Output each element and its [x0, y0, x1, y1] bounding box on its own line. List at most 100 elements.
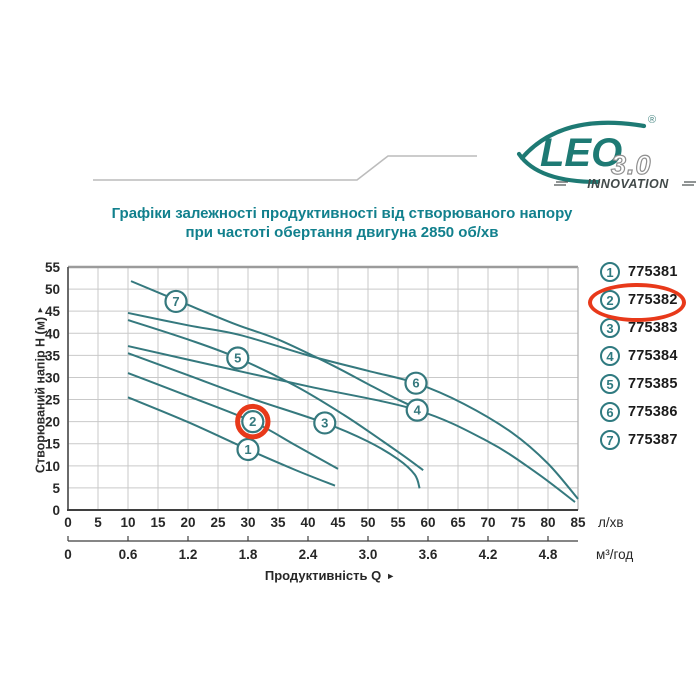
pump-curves: [127, 280, 579, 503]
logo-swoosh-top: [519, 120, 647, 161]
svg-text:1.2: 1.2: [179, 547, 198, 562]
legend-row-775381: 1 775381: [600, 258, 678, 286]
svg-text:60: 60: [420, 515, 435, 530]
grid-lines: [68, 267, 578, 510]
svg-text:15: 15: [150, 515, 166, 530]
svg-text:40: 40: [45, 326, 60, 341]
legend-row-775384: 4 775384: [600, 342, 678, 370]
svg-text:0.6: 0.6: [119, 547, 138, 562]
curve-label-number-775384: 4: [414, 403, 422, 418]
svg-text:20: 20: [45, 415, 60, 430]
legend-row-775387: 7 775387: [600, 426, 678, 454]
svg-text:30: 30: [240, 515, 255, 530]
curve-775382: [127, 372, 339, 470]
letterhead-divider-line: [93, 155, 477, 181]
svg-text:40: 40: [300, 515, 315, 530]
x-axis-primary-units: л/хв: [598, 515, 624, 530]
curve-775384: [127, 345, 576, 503]
svg-text:15: 15: [45, 437, 61, 452]
y-axis-title: Створюваний напір H (м) ►: [34, 284, 51, 496]
x-axis-title: Продуктивність Q ►: [265, 568, 395, 583]
svg-text:35: 35: [45, 348, 61, 363]
x-axis-secondary-scale: 0 0.6 1.2 1.8 2.4 3.0 3.6 4.2 4.8 м³/год: [64, 536, 633, 562]
legend-number-circle: 5: [600, 374, 620, 394]
svg-text:5: 5: [52, 481, 60, 496]
svg-text:45: 45: [45, 304, 61, 319]
svg-text:0: 0: [64, 515, 72, 530]
svg-text:3.0: 3.0: [359, 547, 378, 562]
curve-label-circle-775386: [404, 371, 428, 395]
legend-model-number: 775383: [628, 320, 678, 336]
logo-brand-text: LEO: [540, 131, 622, 175]
svg-text:0: 0: [64, 547, 72, 562]
svg-text:10: 10: [45, 459, 60, 474]
legend-row-775383: 3 775383: [600, 314, 678, 342]
model-legend: 1 775381 2 775382 3 775383 4 775384 5 775385 6 7753…: [588, 258, 686, 454]
svg-text:80: 80: [540, 515, 555, 530]
svg-text:0: 0: [52, 503, 60, 518]
svg-text:75: 75: [510, 515, 526, 530]
svg-text:70: 70: [480, 515, 495, 530]
curve-775383: [127, 352, 421, 489]
curve-775386: [127, 311, 579, 500]
legend-number-circle: 6: [600, 402, 620, 422]
legend-number-circle: 3: [600, 318, 620, 338]
y-axis-arrow-icon: ►: [35, 305, 45, 314]
legend-number-circle: 2: [600, 290, 620, 310]
legend-row-775386: 6 775386: [600, 398, 678, 426]
legend-number-circle: 7: [600, 430, 620, 450]
x-axis-secondary-units: м³/год: [596, 547, 633, 562]
svg-text:10: 10: [120, 515, 135, 530]
svg-text:45: 45: [330, 515, 346, 530]
x-axis-primary-tick-labels: 0 5 10 15 20 25 30 35 40 45 50 55 60 65 70 75 80 85 л/хв: [64, 515, 623, 530]
highlight-ring-775382: [235, 403, 271, 440]
axes: [67, 265, 579, 511]
svg-text:85: 85: [570, 515, 586, 530]
legend-row-775385: 5 775385: [600, 370, 678, 398]
legend-model-number: 775382: [628, 292, 678, 308]
svg-text:50: 50: [360, 515, 375, 530]
curve-label-number-775386: 6: [412, 376, 419, 391]
legend-number-circle: 4: [600, 346, 620, 366]
svg-text:35: 35: [270, 515, 286, 530]
svg-text:2.4: 2.4: [299, 547, 318, 562]
svg-text:65: 65: [450, 515, 466, 530]
svg-text:3.6: 3.6: [419, 547, 438, 562]
curve-label-circle-775387: [164, 289, 188, 314]
svg-text:25: 25: [210, 515, 226, 530]
logo-version-text: 3.0: [611, 150, 652, 180]
curve-label-number-775381: 1: [244, 442, 251, 457]
svg-text:50: 50: [45, 282, 60, 297]
legend-model-number: 775384: [628, 348, 678, 364]
logo-registered-mark: ®: [648, 114, 656, 126]
chart-title-line1: Графіки залежності продуктивності від ст…: [111, 205, 573, 222]
svg-text:20: 20: [180, 515, 195, 530]
legend-row-775382: 2 775382: [600, 286, 678, 314]
svg-text:55: 55: [45, 260, 61, 275]
svg-text:5: 5: [94, 515, 102, 530]
curve-label-number-775383: 3: [321, 415, 328, 430]
svg-text:25: 25: [45, 393, 61, 408]
chart-title: Графіки залежності продуктивності від ст…: [0, 204, 684, 242]
curve-label-number-775387: 7: [172, 294, 179, 309]
logo-tagline-text: INNOVATION: [587, 177, 669, 191]
svg-text:30: 30: [45, 370, 60, 385]
curve-label-number-775385: 5: [234, 351, 241, 366]
legend-model-number: 775387: [628, 432, 678, 448]
svg-text:1.8: 1.8: [239, 547, 258, 562]
leo-logo: LEO ® 3.0 INNOVATION: [516, 114, 696, 191]
legend-model-number: 775386: [628, 404, 678, 420]
curve-label-circle-775381: [236, 437, 260, 462]
curve-label-number-775382: 2: [249, 414, 256, 429]
logo-swoosh-bottom: [516, 151, 601, 185]
svg-text:55: 55: [390, 515, 406, 530]
legend-number-circle: 1: [600, 262, 620, 282]
curve-label-circle-775385: [226, 346, 250, 370]
y-axis-tick-labels: 0 5 10 15 20 25 30 35 40 45 50 55: [45, 260, 61, 518]
curve-775385: [127, 319, 424, 472]
svg-text:4.2: 4.2: [479, 547, 498, 562]
curve-labels: 1 2 3 4 5 6 7: [164, 289, 429, 462]
x-axis-arrow-icon: ►: [386, 571, 395, 581]
